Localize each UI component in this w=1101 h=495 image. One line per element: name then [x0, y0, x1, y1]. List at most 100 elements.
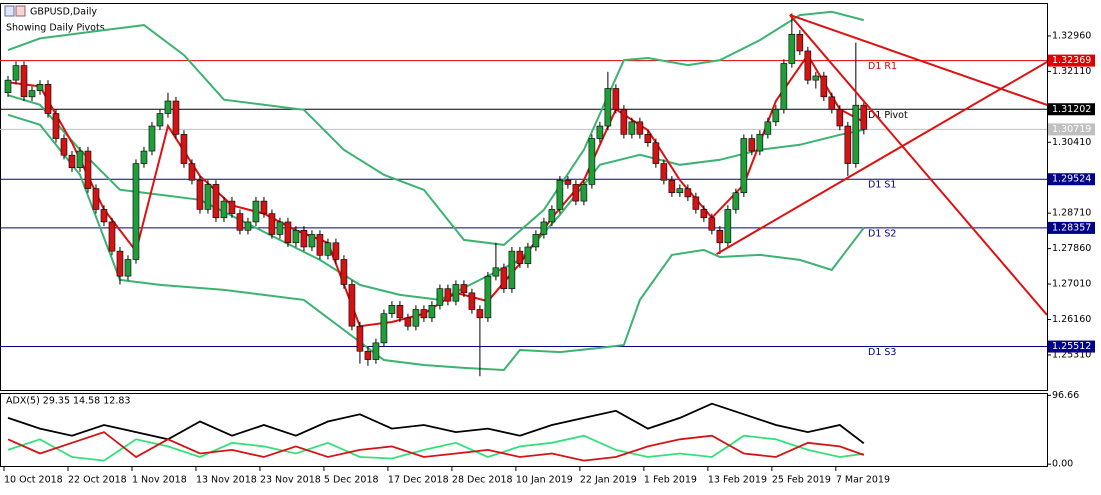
candle-body — [428, 305, 436, 319]
y-tick-label: 1.28710 — [1052, 208, 1091, 219]
candle-body — [212, 184, 220, 219]
candle-body — [236, 213, 244, 231]
y-tick-label: 1.32960 — [1052, 30, 1091, 41]
candle-body — [220, 200, 228, 219]
pivot-value-label: 1.25512 — [1052, 341, 1091, 352]
y-tick-label: 1.27010 — [1052, 279, 1091, 290]
pivot-value-label: 1.29524 — [1052, 174, 1091, 185]
trendline — [789, 13, 1047, 106]
candle-body — [500, 267, 508, 289]
candle-body — [420, 309, 428, 319]
pivot-value-label: 1.32369 — [1052, 55, 1091, 66]
y-tick-label: 1.32110 — [1052, 66, 1091, 77]
candle-body — [636, 121, 644, 135]
x-tick-label: 17 Dec 2018 — [388, 475, 449, 486]
candle-body — [844, 125, 852, 164]
pivot-value-label: 1.31202 — [1052, 104, 1091, 115]
x-tick-label: 5 Dec 2018 — [324, 475, 379, 486]
candle-body — [204, 184, 212, 210]
candle-body — [308, 234, 316, 248]
candle-body — [460, 284, 468, 294]
candle-body — [548, 209, 556, 223]
candle-body — [260, 200, 268, 214]
indicator-line — [7, 431, 865, 462]
indicator-tick-label: 0.00 — [1052, 459, 1073, 470]
candle-body — [812, 75, 820, 81]
indicator-area — [7, 402, 865, 462]
candle-body — [572, 184, 580, 202]
candle-body — [556, 179, 564, 210]
candle-body — [716, 229, 724, 244]
current-price-label: 1.30719 — [1052, 124, 1091, 135]
candle-body — [588, 138, 596, 185]
candle-body — [452, 284, 460, 302]
candle-body — [84, 150, 92, 189]
candle-body — [348, 284, 356, 327]
candle-body — [740, 138, 748, 194]
x-tick-label: 10 Jan 2019 — [516, 475, 573, 486]
candle-body — [108, 221, 116, 252]
candle-body — [644, 134, 652, 144]
candle-body — [332, 242, 340, 260]
indicator-line — [7, 402, 865, 445]
candle-body — [852, 104, 860, 164]
indicator-tick-label: 96.66 — [1052, 390, 1079, 401]
candle-body — [628, 121, 636, 135]
symbol-icon — [4, 5, 26, 17]
candle-body — [244, 221, 252, 231]
x-tick-label: 13 Feb 2019 — [708, 475, 767, 486]
candle-body — [436, 288, 444, 306]
candle-body — [4, 79, 12, 93]
candle-body — [724, 209, 732, 244]
x-tick-label: 22 Oct 2018 — [68, 475, 127, 486]
candle-body — [564, 179, 572, 185]
plot-area: D1 R1 D1 Pivot D1 S1 D1 S2 D1 S3 — [0, 10, 1047, 377]
chart-title: GBPUSD,Daily — [30, 7, 97, 18]
candle-body — [412, 309, 420, 327]
pivot-label: D1 S2 — [868, 228, 896, 239]
candle-body — [164, 100, 172, 114]
candle-body — [292, 229, 300, 244]
candle-body — [284, 221, 292, 244]
y-tick-label: 1.25310 — [1052, 349, 1091, 360]
candle-body — [76, 150, 84, 169]
x-tick-label: 7 Mar 2019 — [836, 475, 890, 486]
x-tick-label: 1 Nov 2018 — [132, 475, 187, 486]
candle-body — [684, 188, 692, 198]
candle-body — [364, 350, 372, 360]
candle-body — [324, 242, 332, 256]
y-tick-label: 1.30410 — [1052, 137, 1091, 148]
candle-body — [372, 342, 380, 360]
price-panel-border — [0, 3, 1048, 391]
pivot-label: D1 Pivot — [868, 110, 908, 121]
x-tick-label: 22 Jan 2019 — [580, 475, 637, 486]
candle-body — [692, 196, 700, 210]
candle-body — [484, 275, 492, 319]
pivot-value-box — [1048, 340, 1095, 353]
candle-body — [492, 267, 500, 277]
pivot-label: D1 S3 — [868, 347, 896, 358]
candle-body — [796, 33, 804, 52]
indicator-title: ADX(5) 29.35 14.58 12.83 — [6, 396, 130, 407]
candle-body — [188, 163, 196, 181]
candle-body — [804, 50, 812, 81]
candle-body — [732, 192, 740, 210]
candle-body — [596, 125, 604, 139]
candle-body — [44, 84, 52, 114]
candle-body — [132, 163, 140, 260]
candle-body — [276, 221, 284, 235]
candle-body — [772, 109, 780, 123]
candle-body — [700, 209, 708, 219]
candle-body — [836, 109, 844, 127]
pivot-label: D1 S1 — [868, 180, 896, 191]
trendline — [789, 14, 1047, 316]
candle-body — [476, 309, 484, 319]
candle-body — [764, 121, 772, 135]
candle-body — [676, 188, 684, 194]
pivot-value-box — [1048, 173, 1095, 186]
candle-body — [228, 200, 236, 214]
current-price-box — [1048, 123, 1095, 136]
candle-body — [60, 138, 68, 156]
candle-body — [172, 100, 180, 135]
